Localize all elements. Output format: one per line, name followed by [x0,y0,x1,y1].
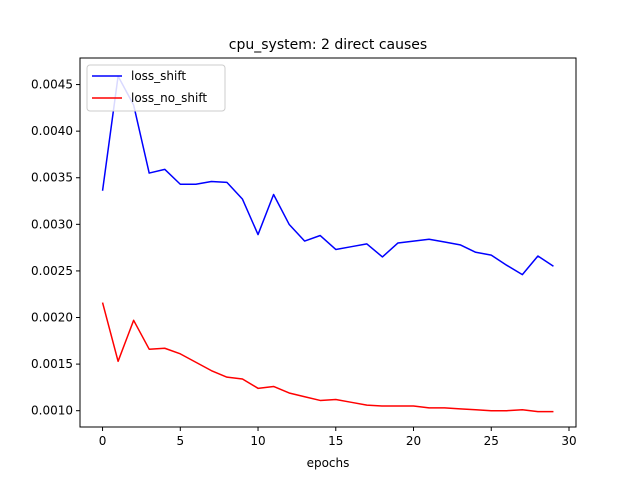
x-axis: 0 5 10 15 20 25 30 [99,427,577,448]
legend-label: loss_shift [131,69,186,83]
legend-label: loss_no_shift [131,91,207,105]
plot-frame [79,57,577,428]
series-line-loss-no-shift [101,302,554,413]
y-tick-label: 0.0035 [31,171,73,185]
x-tick-label: 0 [99,434,107,448]
x-axis-label: epochs [307,456,350,470]
x-tick-label: 5 [176,434,184,448]
x-tick-label: 25 [484,434,499,448]
chart-title: cpu_system: 2 direct causes [229,37,427,53]
y-tick-label: 0.0030 [31,217,73,231]
legend: loss_shift loss_no_shift [86,64,226,112]
y-tick-label: 0.0025 [31,264,73,278]
series-layer [101,75,554,413]
y-tick-label: 0.0020 [31,311,73,325]
y-tick-label: 0.0045 [31,78,73,92]
y-tick-label: 0.0015 [31,357,73,371]
y-axis: 0.0010 0.0015 0.0020 0.0025 0.0030 0.0035 0.00… [31,78,80,418]
x-tick-label: 10 [250,434,265,448]
y-tick-label: 0.0040 [31,124,73,138]
series-line-loss-shift [101,75,554,276]
y-tick-label: 0.0010 [31,404,73,418]
x-tick-label: 15 [328,434,343,448]
x-tick-label: 20 [406,434,421,448]
x-tick-label: 30 [561,434,576,448]
